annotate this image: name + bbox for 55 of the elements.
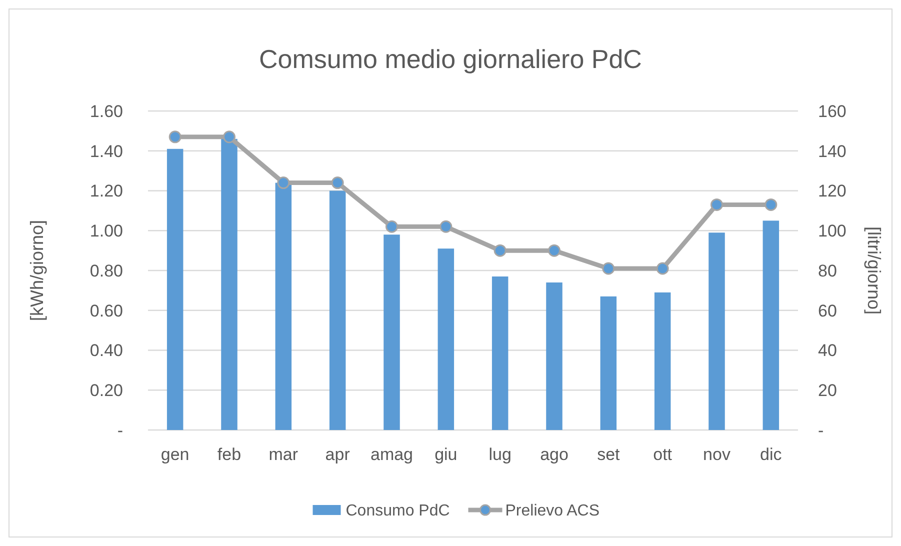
x-tick-label: feb [217, 445, 242, 464]
bar [762, 220, 780, 430]
x-tick-label: set [597, 445, 620, 464]
y-tick-label: 1.00 [90, 222, 123, 241]
bar [438, 248, 454, 430]
point [223, 130, 236, 144]
y2-tick-label: - [818, 420, 824, 440]
bar [600, 296, 617, 430]
x-tick-label: amag [370, 445, 414, 464]
x-tick-label: ago [540, 445, 568, 464]
bar [546, 282, 562, 430]
y2-tick-label: 40 [818, 341, 837, 360]
x-tick-label: dic [760, 445, 782, 464]
point [386, 220, 398, 233]
chart-title: Comsumo medio giornaliero PdC [259, 44, 642, 74]
y-tick-label: 1.20 [90, 182, 123, 201]
point [710, 198, 723, 211]
y-tick-label: 0.20 [90, 381, 123, 400]
x-tick-label: nov [703, 445, 731, 464]
y2-tick-label: 160 [818, 102, 846, 121]
bar [708, 232, 725, 430]
y-tick-label: 0.60 [90, 301, 123, 320]
bar [654, 292, 671, 430]
y2-tick-label: 80 [818, 261, 837, 280]
point [764, 198, 778, 211]
y2-tick-label: 20 [818, 381, 837, 400]
point [168, 130, 182, 144]
point [494, 244, 506, 257]
y-tick-label: 0.80 [90, 261, 123, 280]
x-tick-label: giu [434, 445, 458, 464]
y2-tick-label: 120 [818, 182, 846, 201]
point [440, 220, 452, 233]
point [277, 176, 290, 190]
x-tick-label: lug [488, 445, 512, 464]
y-tick-label: 1.40 [90, 142, 123, 161]
y2-tick-label: 60 [818, 301, 837, 320]
point [548, 244, 560, 257]
point [331, 176, 344, 190]
y2-tick-label: 100 [818, 222, 846, 241]
bar [166, 148, 184, 430]
x-tick-label: mar [268, 445, 298, 464]
y-axis-title: [kWh/giorno] [27, 220, 47, 322]
y2-axis-title: [litri/giorno] [864, 226, 884, 315]
y-tick-label: - [117, 420, 123, 440]
x-tick-label: gen [160, 445, 190, 464]
y-tick-label: 1.60 [90, 102, 123, 121]
y-tick-label: 0.40 [90, 341, 123, 360]
x-tick-label: ott [653, 445, 672, 464]
y2-tick-label: 140 [818, 142, 846, 161]
point [602, 262, 615, 275]
legend-label: Prelievo ACS [505, 502, 600, 520]
bar [492, 276, 508, 430]
point [656, 262, 669, 275]
x-tick-label: apr [325, 445, 350, 464]
legend-label: Consumo PdC [346, 502, 450, 520]
